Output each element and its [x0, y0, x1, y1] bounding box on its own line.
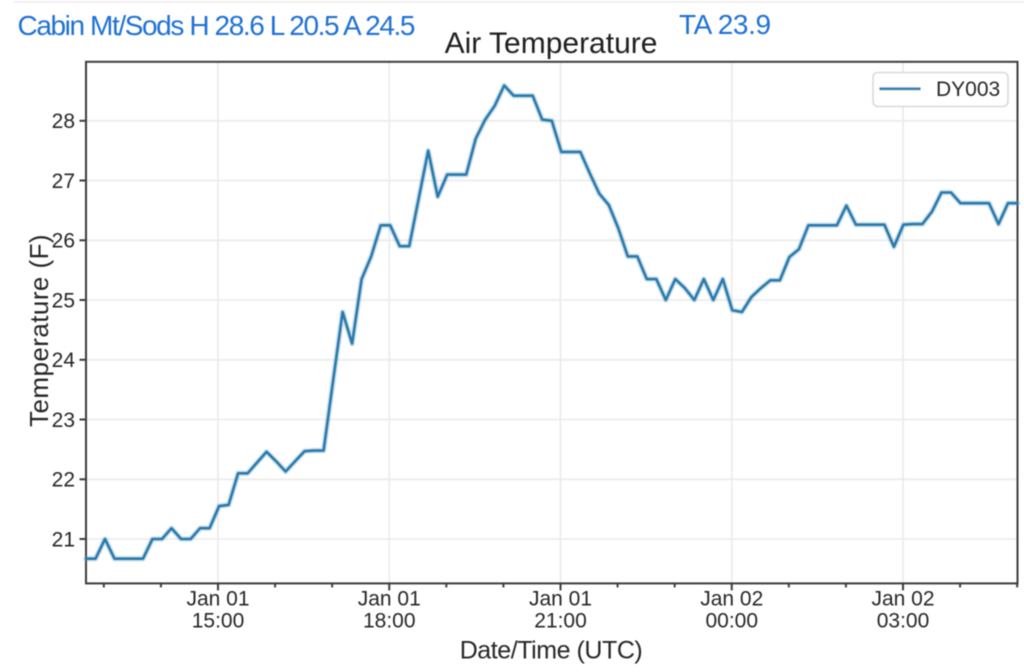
svg-text:Jan 01: Jan 01	[186, 588, 249, 611]
svg-text:26: 26	[52, 230, 75, 253]
svg-text:Jan 01: Jan 01	[529, 588, 592, 611]
svg-text:21:00: 21:00	[534, 610, 587, 633]
svg-text:Air Temperature: Air Temperature	[445, 27, 658, 60]
svg-text:27: 27	[52, 170, 75, 193]
svg-text:15:00: 15:00	[192, 610, 245, 633]
svg-text:21: 21	[52, 528, 75, 551]
svg-text:Jan 01: Jan 01	[358, 588, 421, 611]
svg-text:25: 25	[52, 289, 75, 312]
svg-text:Temperature (F): Temperature (F)	[24, 234, 54, 427]
svg-text:18:00: 18:00	[363, 610, 416, 633]
svg-text:Jan 02: Jan 02	[871, 588, 934, 611]
svg-text:Jan 02: Jan 02	[700, 588, 763, 611]
svg-text:Date/Time (UTC): Date/Time (UTC)	[460, 637, 643, 665]
svg-text:DY003: DY003	[936, 78, 1000, 101]
svg-text:03:00: 03:00	[877, 610, 930, 633]
svg-text:00:00: 00:00	[705, 610, 758, 633]
svg-text:24: 24	[52, 349, 76, 372]
svg-text:Cabin Mt/Sods H 28.6 L 20.5 A: Cabin Mt/Sods H 28.6 L 20.5 A 24.5	[18, 10, 415, 41]
svg-text:28: 28	[52, 110, 75, 133]
svg-text:22: 22	[52, 469, 75, 492]
svg-text:TA 23.9: TA 23.9	[679, 9, 771, 40]
svg-text:23: 23	[52, 409, 75, 432]
